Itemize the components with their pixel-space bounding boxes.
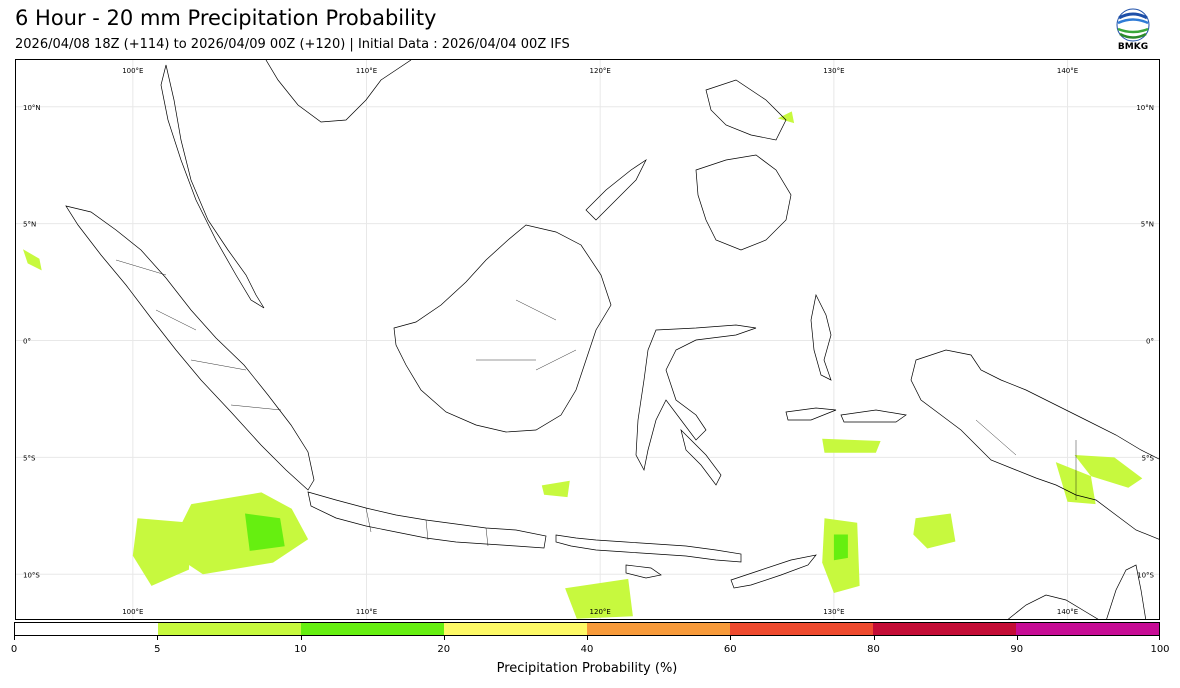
precip-zone-timor-sea-core — [833, 534, 848, 561]
sumatra-coast — [65, 205, 315, 491]
sumba-coast — [625, 564, 662, 579]
timor-coast — [730, 554, 817, 589]
lat-tick-label-right: 0° — [1146, 338, 1154, 346]
buru-coast — [840, 409, 907, 423]
borneo-coast — [393, 224, 612, 433]
visayas-coast — [705, 79, 787, 141]
lat-tick-label-left: 10°N — [23, 104, 41, 112]
cape-york-coast — [1106, 564, 1147, 619]
malay-peninsula-coast — [160, 64, 265, 309]
lat-tick-label-left: 5°S — [23, 454, 36, 462]
lat-tick-label-left: 10°S — [23, 571, 40, 579]
colorbar-segment — [1016, 623, 1159, 635]
map-frame[interactable]: 100°E 100°E 110°E 110°E 120°E 120°E 130°E 130°E… — [15, 59, 1160, 620]
colorbar-segment — [873, 623, 1016, 635]
colorbar-tick-label: 60 — [723, 644, 737, 655]
lat-tick-label-left: 0° — [23, 338, 31, 346]
colorbar-tick-mark — [1016, 636, 1018, 640]
colorbar-tick-mark — [587, 636, 588, 640]
colorbar-tick-label: 10 — [294, 644, 307, 655]
sulawesi-coast — [635, 324, 757, 472]
lon-tick-label-bottom: 100°E — [122, 608, 143, 616]
precip-zone-sumatra-south — [167, 492, 309, 575]
colorbar-segment — [15, 623, 158, 635]
lon-tick-label-top: 120°E — [590, 67, 611, 75]
lon-tick-label-top: 100°E — [122, 67, 143, 75]
bmkg-logo-icon — [1116, 8, 1150, 42]
map-canvas[interactable]: 100°E 100°E 110°E 110°E 120°E 120°E 130°E 130°E… — [16, 60, 1160, 620]
lat-tick-label-right: 10°N — [1136, 104, 1154, 112]
java-coast — [307, 491, 547, 549]
gridlines — [16, 60, 1159, 619]
colorbar-segment — [158, 623, 301, 635]
colorbar-segment — [301, 623, 444, 635]
precip-zone-sumatra-south-core — [245, 513, 285, 551]
coordinate-ticks: 100°E 100°E 110°E 110°E 120°E 120°E 130°E 130°E… — [23, 67, 1155, 616]
colorbar-segment — [730, 623, 873, 635]
precipitation-zones — [23, 111, 1143, 619]
province-boundaries — [115, 259, 1077, 547]
precip-zone-sumatra-north — [23, 249, 42, 271]
lon-tick-label-top: 130°E — [823, 67, 844, 75]
bmkg-logo: BMKG — [1113, 8, 1153, 54]
colorbar — [14, 622, 1160, 636]
new-guinea-coast — [910, 349, 1159, 540]
precip-zone-banda-sea-band — [822, 438, 881, 453]
colorbar-tick-mark — [157, 636, 159, 640]
palawan-coast — [585, 158, 647, 221]
colorbar-tick-mark — [443, 636, 445, 640]
logo-text: BMKG — [1117, 42, 1149, 52]
colorbar-tick-label: 0 — [10, 644, 18, 655]
lat-tick-label-left: 5°N — [23, 221, 36, 229]
colorbar-tick-mark — [1159, 636, 1160, 640]
colorbar-tick-mark — [873, 636, 875, 640]
lat-tick-label-right: 5°S — [1142, 454, 1155, 462]
map-subtitle: 2026/04/08 18Z (+114) to 2026/04/09 00Z … — [15, 37, 570, 52]
lon-tick-label-bottom: 120°E — [590, 608, 611, 616]
colorbar-segment — [587, 623, 730, 635]
sulawesi-se-arm — [680, 428, 722, 486]
precip-zone-flores-sea — [541, 480, 570, 498]
colorbar-label: Precipitation Probability (%) — [496, 661, 678, 676]
colorbar-tick-label: 90 — [1010, 644, 1024, 655]
colorbar-tick-label: 20 — [437, 644, 451, 655]
mindanao-coast — [695, 154, 792, 251]
lon-tick-label-top: 110°E — [356, 67, 377, 75]
lon-tick-label-top: 140°E — [1057, 67, 1078, 75]
colorbar-tick-label: 80 — [867, 644, 880, 655]
lon-tick-label-bottom: 130°E — [823, 608, 844, 616]
indochina-coast — [265, 60, 412, 123]
colorbar-tick-label: 100 — [1150, 644, 1170, 655]
australia-north-coast — [1007, 594, 1099, 619]
colorbar-tick-mark — [300, 636, 302, 640]
colorbar-segment — [444, 623, 587, 635]
precip-zone-west-papua-sea — [1074, 455, 1143, 488]
lon-tick-label-bottom: 110°E — [356, 608, 377, 616]
colorbar-tick-label: 5 — [154, 644, 161, 655]
seram-coast — [785, 407, 837, 421]
colorbar-tick-mark — [14, 636, 15, 640]
lat-tick-label-right: 5°N — [1141, 221, 1154, 229]
colorbar-tick-mark — [730, 636, 732, 640]
coastlines — [65, 60, 1159, 619]
precip-zone-savu-sea — [565, 578, 633, 619]
halmahera-coast — [810, 293, 832, 381]
precip-zone-papua-south — [1055, 462, 1096, 505]
lon-tick-label-bottom: 140°E — [1057, 608, 1078, 616]
lat-tick-label-right: 10°S — [1137, 571, 1154, 579]
map-title: 6 Hour - 20 mm Precipitation Probability — [15, 6, 437, 30]
lesser-sunda-coast — [555, 534, 742, 563]
precip-zone-north-pacific — [777, 111, 795, 124]
precip-zone-indian-ocean-west — [132, 518, 192, 586]
colorbar-tick-label: 40 — [580, 644, 594, 655]
precip-zone-arafura-sea — [913, 513, 956, 549]
